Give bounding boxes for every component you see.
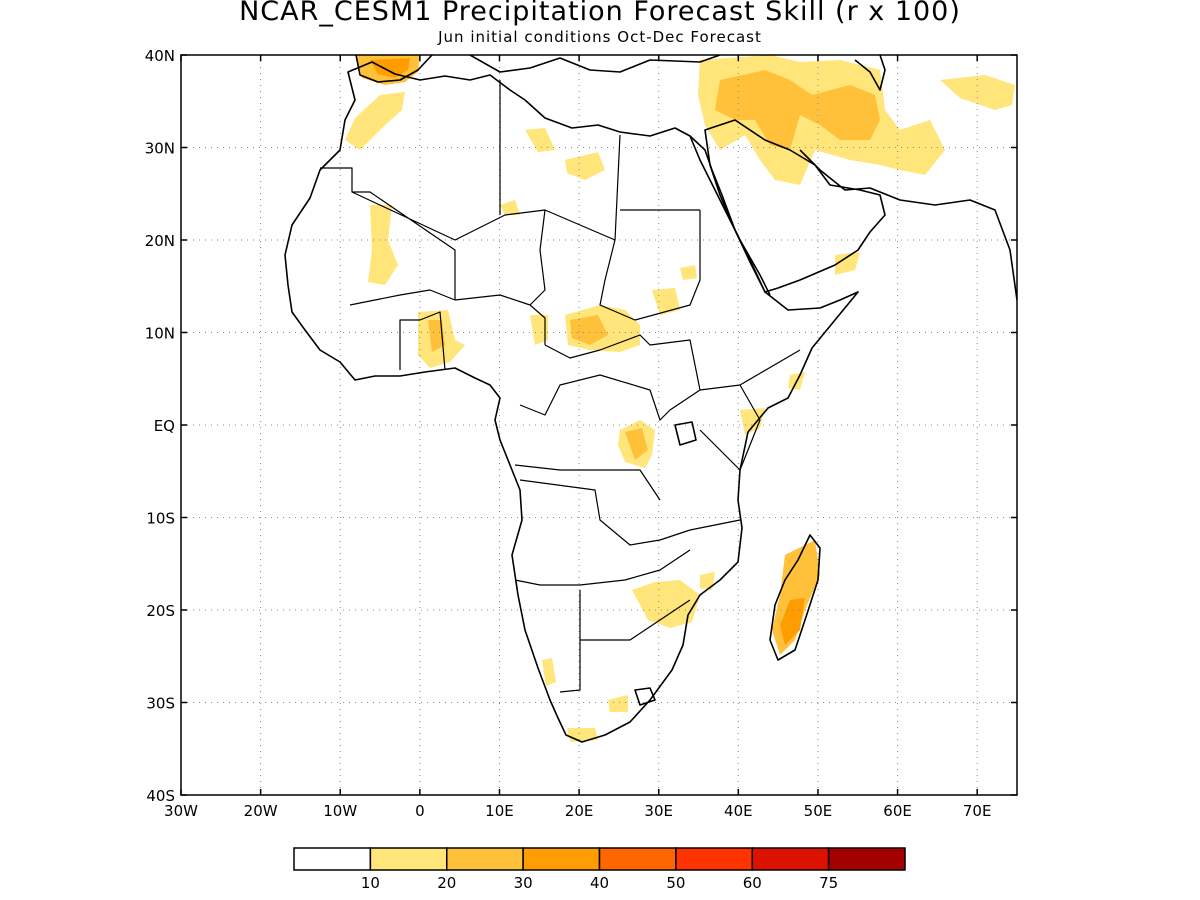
- shade-algeria: [525, 128, 555, 152]
- shade-sa-south: [567, 728, 598, 742]
- lon-tick-label: 30E: [644, 802, 673, 820]
- skill-shading: [345, 55, 1015, 742]
- lon-tick-label: 50E: [804, 802, 833, 820]
- lon-tick-label: 70E: [963, 802, 992, 820]
- colorbar-swatch: [675, 847, 753, 871]
- europe-coast: [469, 55, 721, 73]
- borders: [320, 80, 801, 693]
- shade-nigeria-e: [530, 315, 548, 345]
- lat-tick-label: 30N: [145, 140, 175, 158]
- lat-tick-label: EQ: [154, 417, 175, 435]
- shade-sudan: [652, 288, 680, 315]
- lat-tick-label: 10S: [146, 510, 175, 528]
- shade-kenya: [740, 408, 765, 435]
- colorbar: 10 20 30 40 50 60 75: [293, 847, 906, 892]
- lat-tick-label: 20N: [145, 232, 175, 250]
- shade-mozambique-n: [700, 572, 715, 590]
- lon-tick-label: 0: [415, 802, 425, 820]
- shade-madagascar-core: [780, 598, 805, 645]
- lat-tick-label: 20S: [146, 602, 175, 620]
- lon-tick-label: 10E: [485, 802, 514, 820]
- grid-lines: [181, 55, 1017, 795]
- shade-zimbabwe: [632, 580, 700, 628]
- shade-iraq-core: [715, 70, 880, 150]
- shade-iran-east: [940, 75, 1015, 110]
- lat-tick-label: 40N: [145, 47, 175, 65]
- shade-sudan-n: [680, 265, 697, 280]
- shade-congo-core: [625, 428, 648, 460]
- shade-morocco: [345, 92, 405, 150]
- shade-namibia-s: [542, 658, 556, 686]
- coastlines: [284, 55, 1017, 743]
- colorbar-label: 50: [666, 874, 685, 892]
- colorbar-swatch: [446, 847, 524, 871]
- shade-cape: [608, 695, 628, 712]
- colorbar-label: 75: [819, 874, 838, 892]
- iran-coast: [799, 149, 1017, 301]
- shade-ghana-core: [428, 320, 445, 352]
- colorbar-swatch: [827, 847, 906, 871]
- africa-coast: [284, 61, 859, 743]
- colorbar-label: 40: [590, 874, 609, 892]
- lat-tick-label: 10N: [145, 325, 175, 343]
- lesotho: [634, 687, 656, 706]
- colorbar-label: 20: [437, 874, 456, 892]
- caspian: [854, 55, 886, 91]
- colorbar-swatch: [598, 847, 677, 871]
- shade-arabia-s: [835, 252, 860, 275]
- colorbar-label: 10: [361, 874, 380, 892]
- lon-tick-label: 40E: [724, 802, 753, 820]
- shade-iberia-core: [370, 58, 410, 78]
- iberia-coast: [355, 55, 433, 83]
- lon-tick-label: 30W: [164, 802, 198, 820]
- colorbar-swatch: [522, 847, 601, 871]
- madagascar: [769, 534, 821, 661]
- lat-tick-label: 40S: [146, 787, 175, 805]
- lon-tick-label: 10W: [323, 802, 357, 820]
- lon-tick-label: 60E: [883, 802, 912, 820]
- shade-mauritania: [368, 205, 398, 285]
- lon-tick-label: 20E: [565, 802, 594, 820]
- shade-chad: [500, 200, 520, 215]
- red-sea: [689, 135, 771, 296]
- colorbar-swatch: [751, 847, 830, 871]
- lon-tick-label: 20W: [244, 802, 278, 820]
- shade-libya: [565, 152, 605, 180]
- colorbar-label: 30: [514, 874, 533, 892]
- lake-victoria: [674, 421, 697, 446]
- colorbar-swatch: [293, 847, 372, 871]
- map-subtitle: Jun initial conditions Oct-Dec Forecast: [438, 28, 762, 46]
- colorbar-label: 60: [743, 874, 762, 892]
- map-title: NCAR_CESM1 Precipitation Forecast Skill …: [239, 0, 961, 27]
- lat-tick-label: 30S: [146, 695, 175, 713]
- colorbar-swatch: [369, 847, 448, 871]
